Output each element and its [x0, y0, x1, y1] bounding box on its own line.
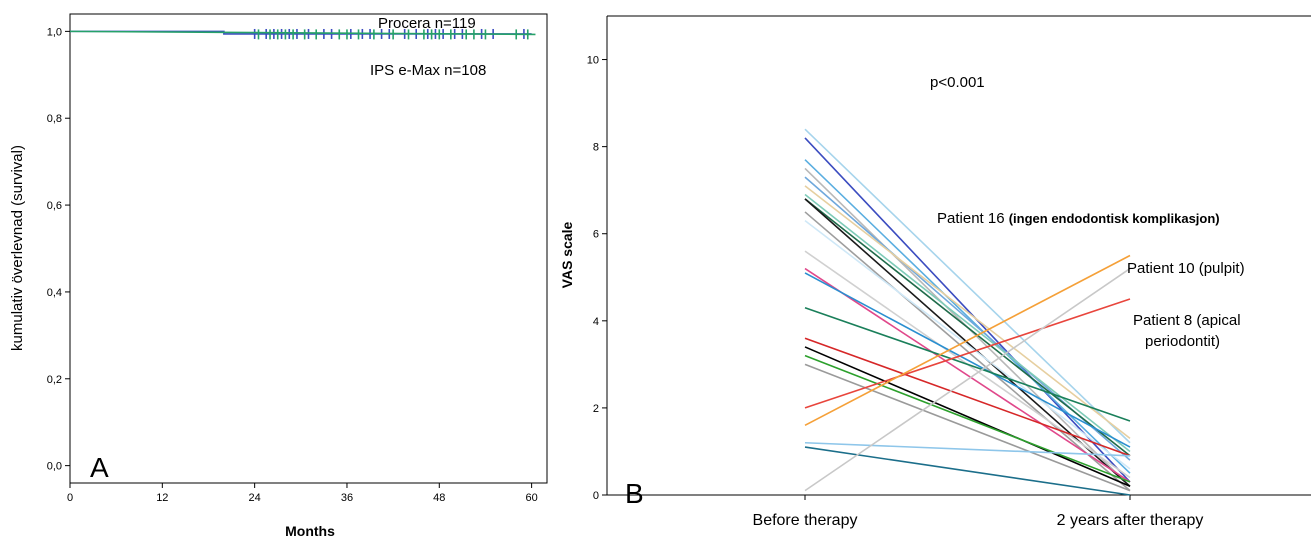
panel-a-y-tick-label: 0,0	[47, 461, 62, 473]
patient-line-15	[804, 306, 1131, 422]
patient10-annotation: Patient 10 (pulpit)	[1127, 260, 1245, 277]
panel-a-y-tick-label: 0,2	[47, 374, 62, 386]
panel-b-y-tick-label: 10	[587, 55, 599, 67]
panel-b-vas-chart: 0 2 4 6 8 10 Before therapy 2 years after thera…	[559, 15, 1311, 529]
panel-b-y-tick-label: 6	[593, 229, 599, 241]
panel-a-x-tick-label: 48	[433, 492, 445, 504]
legend-procera: Procera n=119	[378, 15, 476, 32]
patient-line-18	[804, 354, 1131, 483]
legend-ips-emax: IPS e-Max n=108	[370, 62, 486, 79]
patient-line-9	[804, 198, 1131, 487]
panel-a-y-tick-label: 0,8	[47, 113, 62, 125]
patient-line-20	[804, 298, 1131, 409]
patient-line-23	[804, 446, 1131, 496]
panel-b-y-tick-label: 2	[593, 403, 599, 415]
panel-a-x-tick-label: 0	[67, 492, 73, 504]
panel-a-x-tick-label: 24	[249, 492, 261, 504]
patient-line-10	[804, 211, 1131, 492]
panel-a-plot-frame	[69, 13, 548, 484]
panel-a-series	[69, 28, 536, 40]
panel-a-y-tick-label: 0,6	[47, 200, 62, 212]
panel-a-y-tick-label: 0,4	[47, 287, 62, 299]
panel-b-y-tick-label: 4	[593, 316, 599, 328]
panel-a-x-axis-label: Months	[285, 523, 335, 539]
panel-b-series	[804, 128, 1131, 496]
patient-line-8	[804, 198, 1131, 457]
patient-line-19	[804, 363, 1131, 492]
patient-line-24	[804, 267, 1131, 492]
patient-line-17	[804, 346, 1131, 488]
panel-a-label: A	[90, 452, 109, 483]
p-value-annotation: p<0.001	[930, 74, 985, 91]
patient-line-11	[804, 220, 1131, 470]
patient-line-1	[804, 128, 1131, 444]
patient-line-6	[804, 185, 1131, 440]
panel-b-label: B	[625, 478, 644, 509]
panel-b-y-axis-label: VAS scale	[559, 221, 575, 288]
patient-line-7	[804, 193, 1131, 453]
panel-a-survival-chart: 0,0 0,2 0,4 0,6 0,8 1,0 0 12 24 36 48 60 Procera n=…	[9, 13, 548, 539]
panel-b-category-label: Before therapy	[753, 512, 858, 529]
panel-a-x-tick-label: 12	[156, 492, 168, 504]
panel-a-series-line-2	[69, 30, 536, 36]
patient16-annotation: Patient 16 (ingen endodontisk komplikasj…	[937, 210, 1220, 227]
patient16-name: Patient 16	[937, 210, 1009, 227]
panel-a-x-tick-label: 60	[525, 492, 537, 504]
patient-line-14	[804, 272, 1131, 448]
patient-line-13	[804, 267, 1131, 483]
panel-a-x-tick-label: 36	[341, 492, 353, 504]
panel-a-y-tick-label: 1,0	[47, 26, 62, 38]
panel-b-axes: 0 2 4 6 8 10 Before therapy 2 years after thera…	[587, 16, 1311, 529]
patient-line-16	[804, 337, 1131, 457]
patient8-annotation-line2: periodontit)	[1145, 333, 1220, 350]
panel-b-category-label: 2 years after therapy	[1057, 512, 1204, 529]
panel-b-y-tick-label: 8	[593, 142, 599, 154]
panel-b-y-tick-label: 0	[593, 490, 599, 502]
patient16-note: (ingen endodontisk komplikasjon)	[1009, 211, 1220, 226]
panel-a-y-axis-label: kumulativ överlevnad (survival)	[9, 145, 26, 351]
patient8-annotation-line1: Patient 8 (apical	[1133, 312, 1241, 329]
patient-line-3	[804, 159, 1131, 474]
patient-line-2	[804, 137, 1131, 483]
panel-a-axes: 0,0 0,2 0,4 0,6 0,8 1,0 0 12 24 36 48 60	[47, 26, 538, 504]
patient-line-22	[804, 441, 1131, 457]
patient-line-21	[804, 254, 1131, 427]
